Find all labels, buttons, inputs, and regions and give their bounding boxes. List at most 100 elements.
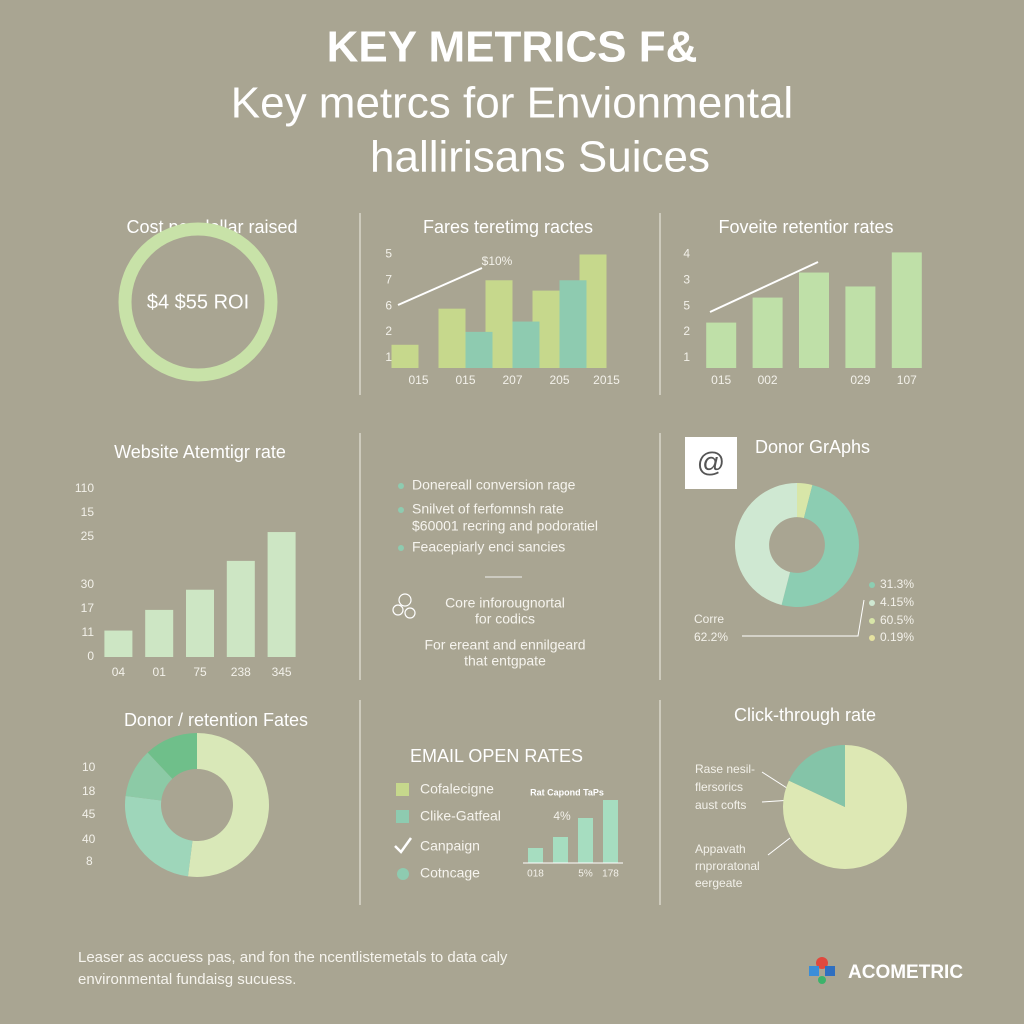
callout-line xyxy=(767,837,791,856)
panel-title: EMAIL OPEN RATES xyxy=(410,746,583,766)
pie-slice xyxy=(734,483,797,606)
legend-text: 31.3% xyxy=(880,577,914,591)
note-text: for codics xyxy=(475,611,535,627)
side-label: 10 xyxy=(82,760,96,774)
bullet xyxy=(398,507,404,513)
x-tick-label: 107 xyxy=(897,373,917,387)
callout-line xyxy=(742,599,865,637)
closing-text: that entgpate xyxy=(464,653,546,669)
legend-dot xyxy=(397,868,409,880)
y-tick-label: 1 xyxy=(385,350,392,364)
bar xyxy=(578,818,593,863)
title-line: hallirisans Suices xyxy=(370,133,710,182)
y-tick-label: 3 xyxy=(683,272,690,286)
bar xyxy=(267,532,296,657)
side-label: flersorics xyxy=(695,780,743,794)
x-tick-label: 345 xyxy=(272,665,292,679)
pie-slice xyxy=(125,752,173,801)
legend-text: 0.19% xyxy=(880,630,914,644)
title-line: KEY METRICS F& xyxy=(327,23,698,72)
icon xyxy=(392,593,416,619)
bar xyxy=(559,280,587,368)
side-label: eergeate xyxy=(695,876,743,890)
chart-title: Click-through rate xyxy=(734,705,876,725)
side-label: Rase nesil- xyxy=(695,762,755,776)
ring-text: $4 $55 ROI xyxy=(147,291,249,313)
side-label: 8 xyxy=(86,854,93,868)
y-tick-label: 7 xyxy=(385,272,392,286)
y-tick-label: 15 xyxy=(81,505,95,519)
annotation: $10% xyxy=(482,254,513,268)
y-tick-label: 4 xyxy=(683,247,690,261)
footer-text: Leaser as accuess pas, and fon the ncent… xyxy=(78,949,508,966)
bar xyxy=(891,252,922,368)
legend-text: Clike-Gatfeal xyxy=(420,808,501,824)
trend-line xyxy=(709,261,819,313)
bullet-text: Snilvet of ferfomnsh rate xyxy=(412,501,564,517)
x-tick-label: 015 xyxy=(408,373,428,387)
title-line: Key metrcs for Envionmental xyxy=(231,79,793,128)
annotation: 4% xyxy=(553,809,571,823)
x-tick-label: 178 xyxy=(602,869,619,880)
x-tick-label: 018 xyxy=(527,869,544,880)
x-tick-label: 029 xyxy=(850,373,870,387)
legend-dot xyxy=(869,635,875,641)
side-label: 40 xyxy=(82,832,96,846)
bar xyxy=(391,344,419,368)
bullet-text: Donereall conversion rage xyxy=(412,477,576,493)
check-icon xyxy=(394,837,413,854)
icon-box xyxy=(685,437,737,489)
y-tick-label: 110 xyxy=(75,481,94,495)
trend-line xyxy=(397,267,483,306)
legend-text: Canpaign xyxy=(420,838,480,854)
x-tick-label: 002 xyxy=(758,373,778,387)
legend-text: 4.15% xyxy=(880,595,914,609)
callout-text: 62.2% xyxy=(694,630,728,644)
legend-dot xyxy=(869,582,875,588)
chart-title: Fares teretimg ractes xyxy=(423,217,593,237)
pie-slice xyxy=(147,733,197,779)
y-tick-label: 2 xyxy=(385,324,392,338)
logo-text: ACOMETRIC xyxy=(848,962,963,983)
x-tick-label: 5% xyxy=(578,869,593,880)
bar xyxy=(438,308,466,368)
bar xyxy=(799,272,829,368)
side-label: Appavath xyxy=(695,842,746,856)
bar xyxy=(603,800,618,863)
bar xyxy=(512,321,540,368)
x-tick-label: 015 xyxy=(711,373,731,387)
bar xyxy=(145,609,174,657)
bar xyxy=(465,331,493,368)
pie-slice xyxy=(125,795,193,877)
bullet-text: $60001 recring and podoratiel xyxy=(412,518,598,534)
side-label: rnproratonal xyxy=(695,859,760,873)
legend-swatch xyxy=(396,783,409,796)
chart-title: Foveite retentior rates xyxy=(718,217,893,237)
bar xyxy=(845,286,876,368)
bullet xyxy=(398,483,404,489)
dividers xyxy=(359,213,661,905)
ring xyxy=(118,222,278,382)
x-tick-label: 238 xyxy=(231,665,251,679)
side-label: 18 xyxy=(82,784,96,798)
bar xyxy=(226,560,255,657)
x-tick-label: 01 xyxy=(153,665,167,679)
callout-text: Corre xyxy=(694,612,724,626)
logo-icon xyxy=(809,957,835,984)
pie-slice xyxy=(781,484,859,607)
side-label: 45 xyxy=(82,807,96,821)
y-tick-label: 11 xyxy=(82,625,95,639)
y-tick-label: 25 xyxy=(81,529,95,543)
pie-slice xyxy=(783,745,907,869)
legend-text: Cotncage xyxy=(420,865,480,881)
chart-title: Website Atemtigr rate xyxy=(114,442,286,462)
legend-text: 60.5% xyxy=(880,613,914,627)
legend-dot xyxy=(869,600,875,606)
legend-dot xyxy=(869,618,875,624)
bar xyxy=(553,837,568,863)
chart-title: Donor GrAphs xyxy=(755,437,870,457)
legend-text: Cofalecigne xyxy=(420,781,494,797)
x-tick-label: 207 xyxy=(502,373,522,387)
icon-text: @ xyxy=(697,446,725,477)
